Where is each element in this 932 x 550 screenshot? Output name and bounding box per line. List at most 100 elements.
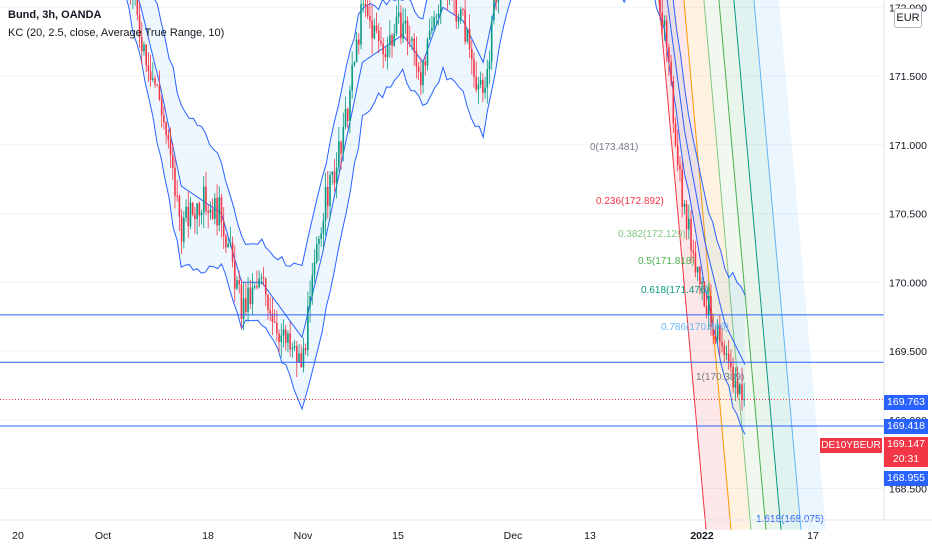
candle-body [231,242,234,262]
candles [130,0,745,411]
fib-level-label: 0.382(172.129) [618,229,686,240]
indicator-legend[interactable]: KC (20, 2.5, close, Average True Range, … [8,27,225,39]
candle-body [242,298,245,319]
candle-body [435,16,438,18]
candle-body [249,287,252,304]
candle-body [710,295,712,328]
candle-body [375,25,378,31]
candle-body [353,62,356,65]
candle-body [366,6,369,16]
candle-body [233,261,236,289]
candle-body [309,295,311,307]
candle-body [269,310,272,314]
candle-body [716,325,719,340]
candle-body [659,0,661,13]
candle-body [300,353,303,368]
candle-body [466,28,469,42]
candle-body [220,197,223,223]
candle-body [670,61,672,81]
candle-body [174,167,176,196]
candle-body [360,4,362,45]
candle-body [384,54,387,58]
candle-body [373,25,376,39]
candle-body [736,380,739,394]
fib-fan-band [683,0,751,530]
candle-body [342,126,345,154]
candle-body [145,44,147,66]
candle-body [143,44,145,52]
candle-body [393,33,396,46]
fib-fan-band [733,0,801,530]
candle-body [282,329,285,336]
candle-body [211,209,214,219]
candle-body [273,321,276,323]
candle-body [493,0,495,21]
candle-body [738,384,741,394]
candle-body [298,353,300,363]
candle-body [459,9,462,20]
candle-body [719,325,721,343]
candle-body [313,262,316,276]
candle-body [136,0,139,15]
candle-body [154,78,156,85]
candle-body [694,252,697,273]
candle-body [293,346,296,348]
candle-body [411,38,413,41]
candle-body [358,39,360,45]
candle-body [315,244,318,263]
candle-body [247,287,249,312]
candle-body [178,196,181,217]
candle-body [183,217,185,242]
currency-badge[interactable]: EUR [894,8,922,28]
candle-body [349,90,351,122]
candle-body [280,335,283,343]
candle-body [160,99,163,115]
horizontal-lines[interactable] [0,314,884,427]
candle-body [180,216,183,242]
channel-fill [126,0,745,435]
candle-body [322,220,325,234]
candle-body [380,40,382,44]
candle-body [391,35,393,46]
candle-body [408,40,411,42]
candle-body [406,20,409,41]
time-axis[interactable]: 20 Oct 18 Nov 15 Dec 13 2022 17 [12,530,819,542]
hline-price-label-1: 169.763 [884,395,928,410]
candle-body [200,212,203,216]
candle-body [741,384,743,401]
candle-body [402,23,404,39]
candle-body [156,84,159,86]
candle-body [468,28,471,49]
fib-fan-line [658,0,707,530]
fib-level-label: 1(170.389) [696,372,744,383]
y-tick-label: 171.000 [889,140,927,152]
candle-body [672,80,675,124]
candle-body [668,47,670,62]
candle-body [218,197,221,226]
candle-body [194,214,196,219]
candle-body [331,171,334,175]
fib-level-label: 0.786(170.996) [661,322,729,333]
symbol-title[interactable]: Bund, 3h, OANDA [8,9,102,21]
candle-body [424,61,427,66]
fib-level-label: 0.618(171.476) [641,285,709,296]
candle-body [338,141,340,168]
x-tick-label: 15 [392,530,404,542]
candle-body [475,76,477,90]
candle-body [661,12,664,26]
candle-body [455,0,458,22]
candle-body [287,333,289,343]
x-tick-label: 17 [807,530,819,542]
candle-body [417,66,420,73]
candle-body [457,19,460,22]
candle-body [169,139,172,156]
candle-body [362,3,365,5]
keltner-channel [126,0,746,435]
candle-body [477,84,480,90]
candle-body [486,69,489,88]
fib-level-label: 0.5(171.818) [638,256,695,267]
candle-body [189,202,192,227]
candle-body [138,14,141,38]
candle-body [386,44,389,58]
